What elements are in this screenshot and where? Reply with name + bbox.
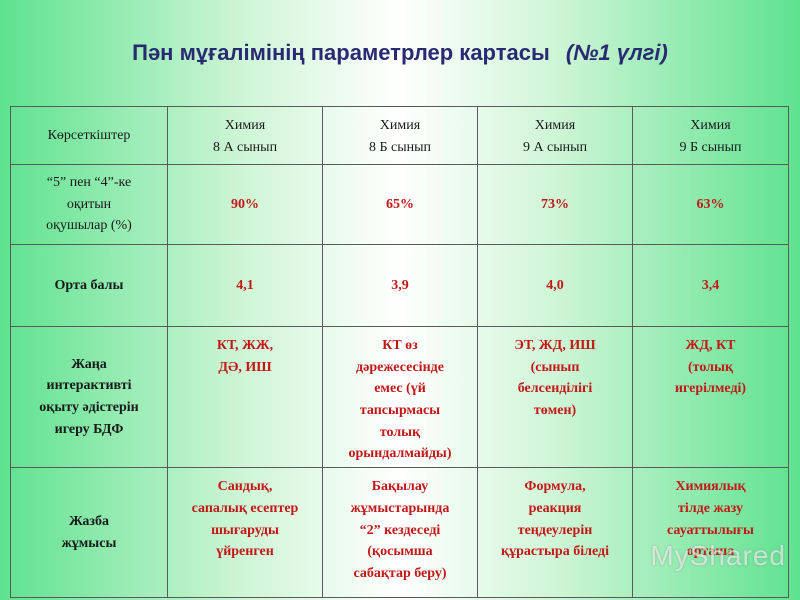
cell-value: 4,1	[236, 277, 254, 293]
header-class: 9 Б сынып	[679, 139, 742, 155]
cell-line: жұмыстарында	[350, 500, 450, 516]
header-column: Химия 9 Б сынып	[632, 106, 789, 165]
cell-line: “2” кездеседі	[359, 522, 441, 538]
cell-line: Бақылау	[371, 479, 429, 495]
header-column: Химия 9 А сынып	[477, 106, 633, 165]
header-indicators-label: Көрсеткіштер	[47, 127, 131, 143]
table-cell: ЖД, КТ (толық игерілмеді)	[632, 325, 789, 469]
cell-line: КТ, ЖЖ,	[216, 338, 274, 353]
cell-line: орташа	[686, 544, 735, 560]
table-cell: 73%	[477, 164, 633, 245]
cell-line: Формула,	[524, 479, 586, 495]
cell-line: ЭТ, ЖД, ИШ	[514, 338, 596, 353]
watermark-logo: MyShared	[650, 540, 786, 571]
header-class: 8 Б сынып	[368, 139, 432, 155]
cell-line: құрастыра біледі	[501, 544, 609, 560]
cell-value: 73%	[541, 196, 569, 212]
row-label-line: Орта балы	[54, 277, 124, 293]
cell-line: ЖД, КТ	[685, 338, 736, 353]
table-header-row: Көрсеткіштер Химия 8 А сынып Химия 8 Б с…	[10, 106, 789, 165]
cell-line: үйренген	[216, 544, 274, 560]
table-row: “5” пен “4”-ке оқитын оқушылар (%) 90% 6…	[10, 164, 789, 245]
cell-line: КТ өз	[382, 338, 418, 353]
table-row: Жазба жұмысы Сандық, сапалық есептер шығ…	[10, 467, 789, 599]
parameters-table: Көрсеткіштер Химия 8 А сынып Химия 8 Б с…	[10, 106, 789, 599]
cell-line: теңдеулерін	[517, 522, 593, 538]
cell-line: сапалық есептер	[191, 500, 299, 516]
cell-value: 65%	[386, 196, 414, 212]
table-row: Жаңа интерактивті оқыту әдістерін игеру …	[10, 325, 789, 469]
row-label-line: Жаңа	[71, 356, 107, 372]
table-cell: Бақылау жұмыстарында “2” кездеседі (қосы…	[322, 467, 478, 599]
cell-line: емес (үй	[374, 381, 426, 397]
header-class: 9 А сынып	[522, 139, 588, 155]
table-cell: 3,4	[632, 244, 789, 327]
cell-line: реакция	[528, 500, 582, 516]
page-title: Пән мұғалімінің параметрлер картасы (№1 …	[0, 40, 800, 66]
cell-value: 4,0	[546, 277, 564, 293]
cell-line: игерілмеді)	[674, 381, 747, 397]
row-label: Орта балы	[10, 244, 168, 327]
table-row: Орта балы 4,1 3,9 4,0 3,4	[10, 244, 789, 327]
table-cell: КТ өз дәрежесесінде емес (үй тапсырмасы …	[322, 325, 478, 469]
cell-line: сауаттылығы	[667, 522, 754, 538]
table-cell: 4,1	[167, 244, 323, 327]
row-label-line: “5” пен “4”-ке	[46, 174, 132, 190]
table-cell: 3,9	[322, 244, 478, 327]
cell-line: (сынып	[530, 359, 580, 375]
table-cell: Химиялық тілде жазу сауаттылығы орташа	[632, 467, 789, 599]
cell-line: Сандық,	[217, 479, 273, 495]
cell-line: (толық	[687, 359, 734, 375]
cell-line: тапсырмасы	[359, 403, 441, 419]
cell-line: сабақтар беру)	[353, 565, 447, 581]
table-cell: 4,0	[477, 244, 633, 327]
cell-value: 90%	[231, 196, 259, 212]
header-subject: Химия	[379, 118, 421, 133]
table-cell: Сандық, сапалық есептер шығаруды үйренге…	[167, 467, 323, 599]
header-subject: Химия	[534, 118, 576, 133]
cell-line: (қосымша	[367, 544, 433, 560]
cell-line: тілде жазу	[678, 500, 743, 516]
table-cell: 65%	[322, 164, 478, 245]
table-cell: 90%	[167, 164, 323, 245]
cell-line: дәрежесесінде	[356, 359, 444, 375]
cell-line: ДӘ, ИШ	[218, 359, 272, 375]
header-class: 8 А сынып	[212, 139, 278, 155]
row-label-line: игеру БДФ	[54, 421, 124, 437]
title-main: Пән мұғалімінің параметрлер картасы	[132, 40, 550, 65]
cell-line: төмен)	[533, 403, 577, 419]
title-suffix: (№1 үлгі)	[565, 40, 668, 65]
header-column: Химия 8 Б сынып	[322, 106, 478, 165]
row-label: Жаңа интерактивті оқыту әдістерін игеру …	[10, 325, 168, 469]
cell-value: 3,4	[701, 277, 720, 293]
table-cell: ЭТ, ЖД, ИШ (сынып белсенділігі төмен)	[477, 325, 633, 469]
header-subject: Химия	[224, 118, 266, 133]
header-indicators: Көрсеткіштер	[10, 106, 168, 165]
row-label-line: жұмысы	[61, 535, 117, 551]
table-cell: КТ, ЖЖ, ДӘ, ИШ	[167, 325, 323, 469]
cell-value: 3,9	[391, 277, 409, 293]
table-cell: Формула, реакция теңдеулерін құрастыра б…	[477, 467, 633, 599]
row-label-line: оқушылар (%)	[46, 218, 132, 234]
row-label-line: оқыту әдістерін	[39, 400, 139, 416]
cell-line: шығаруды	[211, 522, 279, 538]
table-cell: 63%	[632, 164, 789, 245]
header-subject: Химия	[690, 118, 731, 133]
cell-line: Химиялық	[675, 479, 746, 495]
row-label-line: интерактивті	[46, 378, 132, 394]
cell-value: 63%	[696, 196, 725, 212]
row-label-line: Жазба	[68, 513, 110, 529]
cell-line: белсенділігі	[517, 381, 593, 397]
cell-line: толық	[379, 424, 421, 440]
row-label: Жазба жұмысы	[10, 467, 168, 599]
cell-line: орындалмайды)	[348, 446, 452, 462]
header-column: Химия 8 А сынып	[167, 106, 323, 165]
row-label: “5” пен “4”-ке оқитын оқушылар (%)	[10, 164, 168, 245]
row-label-line: оқитын	[66, 196, 112, 212]
